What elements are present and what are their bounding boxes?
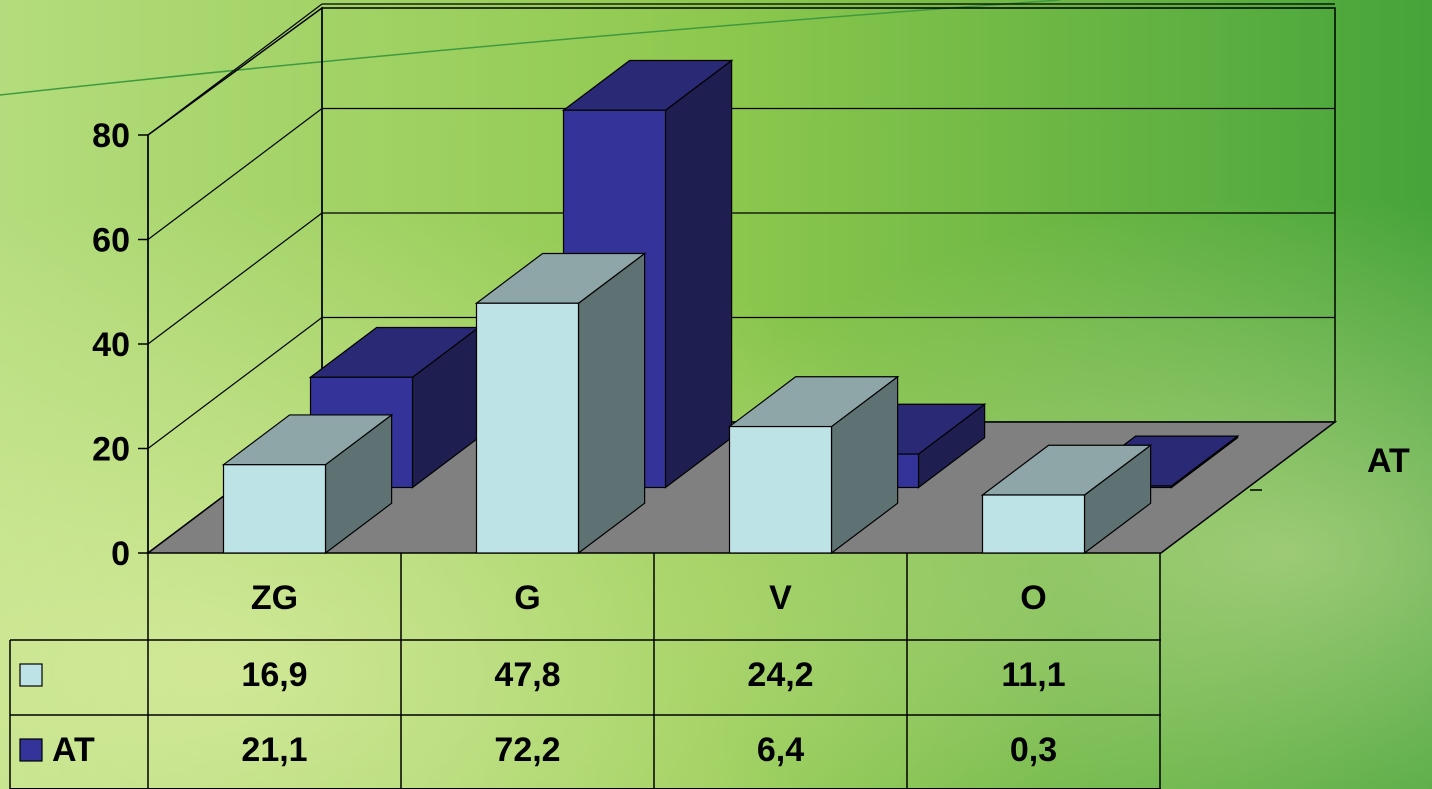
y-tick-label: 0 xyxy=(111,535,130,573)
gridline-side xyxy=(147,3,323,136)
legend-swatch xyxy=(19,663,43,687)
category-label-o: O xyxy=(1020,579,1046,617)
bar-s1-zg-front xyxy=(222,464,327,554)
bar-at-g-side xyxy=(664,59,733,489)
series-1-bars xyxy=(221,252,1153,555)
data-label: 16,9 xyxy=(241,656,307,694)
decorative-swoosh xyxy=(0,0,1061,96)
data-label: 47,8 xyxy=(494,656,560,694)
gridline-side xyxy=(147,108,323,240)
data-label: 72,2 xyxy=(494,731,560,769)
y-tick-label: 40 xyxy=(92,326,130,364)
depth-axis-label: AT xyxy=(1367,442,1410,480)
data-label: 6,4 xyxy=(757,731,804,769)
gridline-side xyxy=(147,317,323,449)
data-label: 24,2 xyxy=(747,656,813,694)
legend-label: AT xyxy=(52,731,95,769)
bar-s1-v-front xyxy=(728,425,833,554)
category-label-zg: ZG xyxy=(251,579,298,617)
category-label-g: G xyxy=(514,579,540,617)
bar-s1-g-front xyxy=(475,302,580,554)
data-label: 21,1 xyxy=(241,731,307,769)
y-tick-label: 60 xyxy=(92,222,130,260)
legend-swatch xyxy=(19,738,43,762)
gridline-side xyxy=(147,212,323,345)
bar-s1-g-side xyxy=(577,252,646,555)
bar-s1-o-front xyxy=(981,494,1086,554)
y-axis-ticks: 0 20 40 60 80 xyxy=(92,117,148,573)
category-label-v: V xyxy=(769,579,792,617)
y-tick-label: 20 xyxy=(92,431,130,469)
data-label: 11,1 xyxy=(1001,656,1065,694)
y-tick-label: 80 xyxy=(92,117,130,155)
data-label: 0,3 xyxy=(1010,731,1057,769)
data-table: ZG G V O 16,9 47,8 24,2 11,1 AT 21,1 72,2 6,4 0,3 xyxy=(9,553,1161,789)
